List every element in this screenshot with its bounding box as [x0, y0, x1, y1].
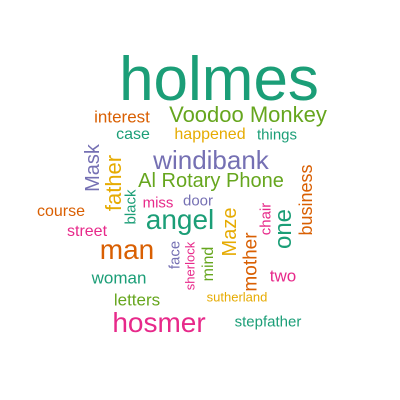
word-mother: mother — [240, 232, 262, 292]
word-windibank: windibank — [153, 145, 269, 175]
word-al-rotary-phone: Al Rotary Phone — [138, 170, 284, 192]
word-business: business — [296, 164, 316, 236]
word-hosmer: hosmer — [112, 307, 206, 338]
word-face: face — [166, 240, 184, 270]
word-happened: happened — [174, 126, 246, 143]
word-stepfather: stepfather — [234, 313, 302, 331]
word-mind: mind — [200, 246, 217, 282]
word-things: things — [256, 126, 298, 144]
word-holmes: holmes — [119, 45, 319, 114]
word-course: course — [36, 203, 86, 220]
word-two: two — [269, 266, 297, 286]
word-angel: angel — [145, 204, 215, 235]
word-woman: woman — [91, 268, 147, 288]
word-maze: Maze — [219, 207, 241, 257]
word-case: case — [116, 126, 150, 143]
word-sutherland: sutherland — [206, 289, 268, 305]
word-letters: letters — [113, 290, 161, 310]
word-interest: interest — [94, 107, 150, 127]
word-voodoo-monkey: Voodoo Monkey — [169, 102, 327, 127]
word-sherlock: sherlock — [182, 241, 198, 291]
word-man: man — [99, 234, 155, 265]
word-street: street — [66, 223, 108, 240]
word-black: black — [122, 189, 140, 225]
word-one: one — [270, 208, 297, 250]
word-miss: miss — [142, 194, 174, 212]
word-door: door — [182, 192, 214, 210]
word-mask: Mask — [82, 144, 104, 192]
